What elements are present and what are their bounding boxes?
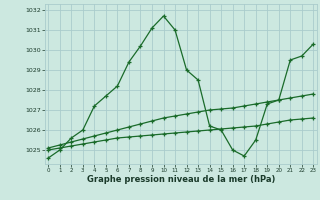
X-axis label: Graphe pression niveau de la mer (hPa): Graphe pression niveau de la mer (hPa)	[87, 175, 275, 184]
